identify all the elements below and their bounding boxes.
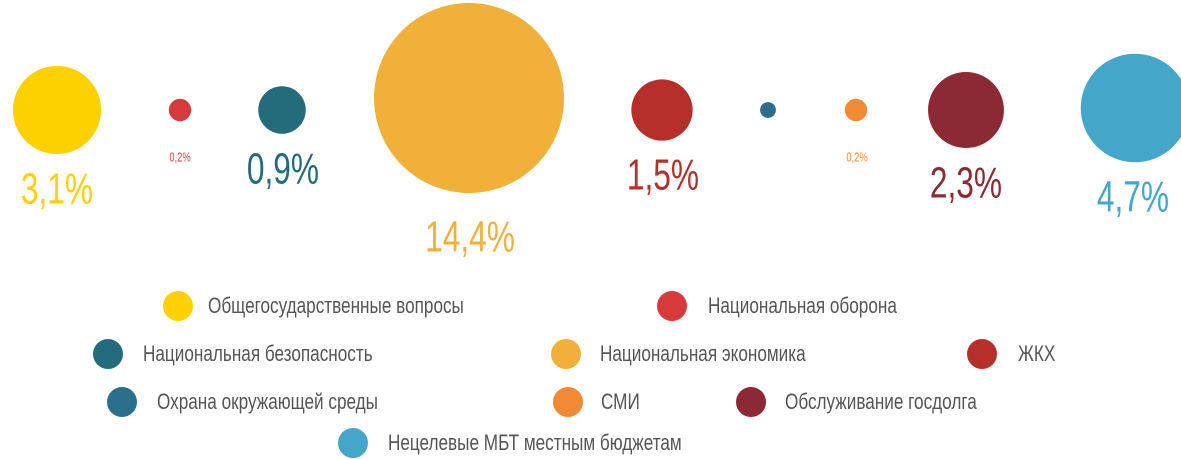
legend-marker xyxy=(736,387,766,417)
bubble xyxy=(374,3,564,193)
bubble xyxy=(760,102,776,118)
legend-label: Национальная безопасность xyxy=(143,342,373,367)
value-label: 3,1% xyxy=(21,165,93,214)
legend-marker xyxy=(93,339,123,369)
value-label: 1,5% xyxy=(627,151,699,200)
legend-label: Национальная оборона xyxy=(708,294,897,319)
legend-label: ЖКХ xyxy=(1018,342,1055,367)
legend-label: Охрана окружающей среды xyxy=(157,390,378,415)
legend-label: Национальная экономика xyxy=(600,342,806,367)
legend-label: СМИ xyxy=(601,390,640,415)
legend-label: Общегосударственные вопросы xyxy=(208,294,464,319)
legend-marker xyxy=(967,339,997,369)
value-label: 2,3% xyxy=(930,159,1002,208)
legend-marker xyxy=(338,428,368,458)
bubble xyxy=(168,98,192,122)
bubble xyxy=(12,65,102,155)
value-label: 4,7% xyxy=(1097,173,1169,222)
bubble xyxy=(844,98,868,122)
value-label: 14,4% xyxy=(425,213,515,262)
value-label: 0,9% xyxy=(247,145,319,194)
legend-marker xyxy=(163,291,193,321)
legend-label: Обслуживание госдолга xyxy=(785,390,977,415)
value-label: 0,2% xyxy=(169,151,190,165)
bubble xyxy=(928,72,1004,148)
value-label: 0,2% xyxy=(846,151,867,165)
legend-marker xyxy=(107,387,137,417)
legend-marker xyxy=(657,291,687,321)
legend-marker xyxy=(553,387,583,417)
bubble xyxy=(631,79,693,141)
bubble xyxy=(258,86,306,134)
bubble xyxy=(1080,53,1181,163)
legend-marker xyxy=(551,339,581,369)
legend-label: Нецелевые МБТ местным бюджетам xyxy=(388,431,682,456)
